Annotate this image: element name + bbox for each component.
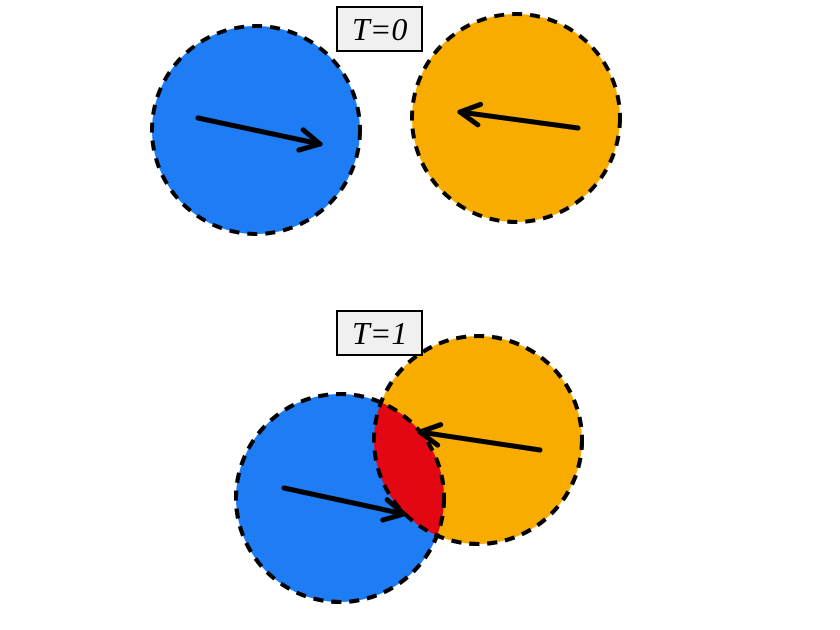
label-t0: T=0 bbox=[336, 6, 423, 52]
label-t1: T=1 bbox=[336, 310, 423, 356]
diagram-container: T=0 T=1 bbox=[0, 0, 840, 625]
